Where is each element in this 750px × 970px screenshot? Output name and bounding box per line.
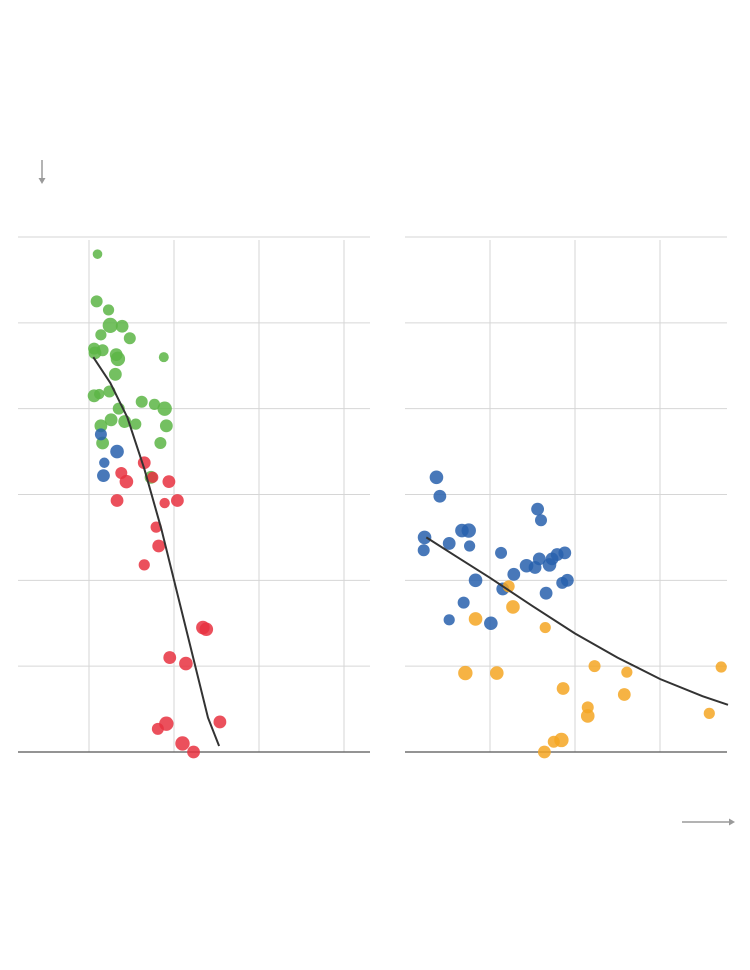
data-point-orange — [468, 612, 483, 626]
data-point-green — [157, 401, 172, 416]
data-point-green — [108, 367, 122, 381]
data-point-blue — [507, 567, 521, 581]
data-point-blue — [556, 576, 569, 589]
data-point-red — [162, 475, 176, 489]
data-point-red — [138, 559, 150, 571]
data-point-orange — [458, 665, 473, 681]
data-point-red — [159, 497, 170, 509]
data-point-red — [147, 471, 159, 483]
y-arrow-head — [38, 178, 46, 184]
data-point-green — [123, 332, 136, 345]
right-scatter-panel — [405, 236, 729, 759]
data-point-blue — [484, 616, 498, 631]
data-point-orange — [580, 709, 595, 723]
data-point-orange — [547, 735, 560, 748]
data-point-blue — [457, 596, 470, 609]
data-point-orange — [617, 688, 631, 701]
data-point-green — [159, 419, 173, 433]
data-point-blue — [468, 573, 483, 588]
data-point-green — [94, 419, 108, 433]
data-point-blue — [99, 457, 110, 468]
data-point-blue — [94, 428, 107, 441]
data-point-blue — [433, 489, 447, 503]
data-point-blue — [417, 544, 430, 557]
data-point-blue — [110, 444, 124, 459]
data-point-red — [110, 494, 124, 507]
data-point-green — [102, 317, 118, 334]
data-point-green — [88, 346, 102, 360]
data-point-red — [175, 736, 190, 751]
data-point-orange — [506, 600, 520, 614]
data-point-blue — [417, 530, 432, 545]
x-direction-arrow — [682, 818, 735, 826]
y-direction-arrow — [38, 160, 46, 184]
data-point-blue — [464, 540, 476, 552]
data-point-orange — [556, 682, 570, 695]
data-point-green — [148, 398, 161, 410]
data-point-blue — [528, 561, 542, 574]
data-point-blue — [495, 546, 508, 559]
data-point-red — [171, 494, 184, 507]
data-point-green — [90, 295, 103, 308]
data-point-blue — [531, 502, 544, 516]
data-point-blue — [461, 523, 476, 538]
data-point-blue — [429, 470, 444, 485]
data-point-red — [151, 722, 164, 735]
data-point-red — [187, 745, 200, 759]
data-point-blue — [535, 514, 547, 527]
data-point-red — [179, 656, 193, 671]
data-point-orange — [539, 621, 551, 634]
data-point-red — [163, 651, 177, 664]
data-point-blue — [550, 548, 564, 561]
data-point-orange — [588, 660, 601, 673]
data-point-green — [154, 437, 167, 449]
data-point-blue — [97, 469, 110, 483]
data-point-blue — [542, 558, 557, 572]
data-point-green — [102, 304, 115, 316]
data-point-green — [92, 249, 103, 259]
data-point-blue — [539, 586, 553, 600]
data-point-red — [119, 474, 134, 489]
data-point-blue — [442, 537, 456, 550]
data-point-red — [150, 521, 162, 533]
data-point-orange — [715, 661, 727, 673]
data-point-blue — [443, 614, 455, 626]
data-point-orange — [621, 666, 633, 678]
data-point-green — [135, 395, 148, 408]
data-point-red — [213, 715, 227, 729]
data-point-red — [199, 622, 214, 637]
data-point-red — [152, 539, 166, 553]
data-point-orange — [538, 745, 551, 759]
left-scatter-panel — [18, 236, 370, 759]
data-point-green — [110, 351, 126, 367]
data-point-green — [104, 413, 118, 427]
trend-line — [92, 356, 221, 747]
data-point-green — [95, 329, 107, 341]
data-point-green — [130, 418, 142, 430]
data-point-orange — [703, 707, 715, 719]
data-point-green — [94, 388, 105, 400]
data-point-orange — [490, 666, 504, 680]
data-point-green — [115, 319, 129, 333]
x-arrow-head — [729, 818, 735, 826]
trend-line — [425, 536, 729, 706]
data-point-green — [158, 352, 169, 363]
